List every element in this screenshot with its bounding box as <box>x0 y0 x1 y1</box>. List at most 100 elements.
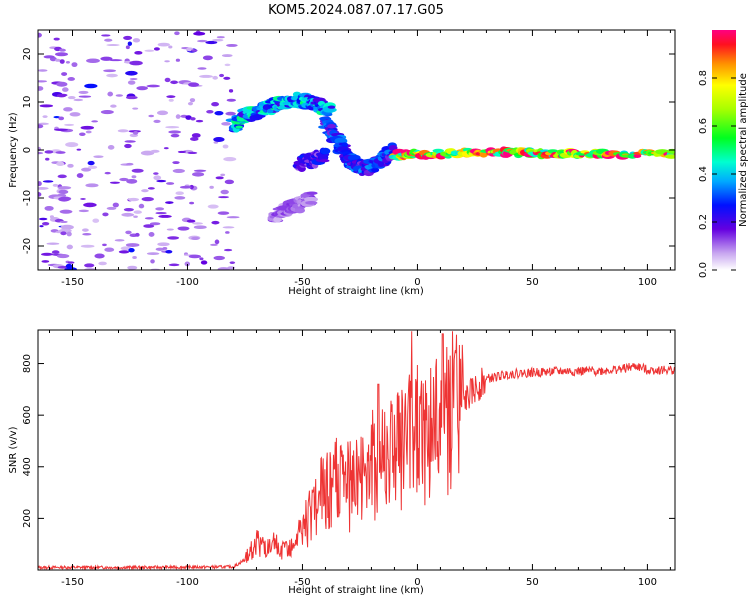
spectrogram-blob <box>213 255 226 261</box>
spectrogram-blob <box>177 226 190 231</box>
spectrogram-blob <box>170 80 178 85</box>
spectrogram-blob <box>193 169 207 172</box>
spectrogram-blob <box>191 133 201 138</box>
spectrogram-blob <box>79 132 86 136</box>
spectrogram-blob <box>197 39 208 43</box>
spectrogram-y-tick-label: 0 <box>22 147 33 153</box>
spectrogram-blob <box>80 197 86 200</box>
spectrogram-blob <box>165 126 180 129</box>
spectrogram-blob <box>56 81 68 87</box>
spectrogram-blob <box>306 191 318 195</box>
spectrogram-blob <box>155 207 165 211</box>
spectrogram-blob <box>138 203 145 209</box>
spectrogram-blob <box>106 44 120 47</box>
spectrogram-blob <box>235 125 243 129</box>
spectrogram-blob <box>200 260 208 265</box>
spectrogram-blob <box>53 116 61 119</box>
spectrogram-y-label: Frequency (Hz) <box>8 112 19 188</box>
spectrogram-blob <box>100 56 113 61</box>
spectrogram-blob <box>211 102 220 107</box>
spectrogram-blob <box>191 236 200 240</box>
spectrogram-blob <box>224 63 231 67</box>
spectrogram-x-axis: -150 -100 -50 0 50 100 <box>48 30 671 288</box>
spectrogram-blob <box>149 222 161 226</box>
spectrogram-blob <box>85 183 99 188</box>
spectrogram-blob <box>100 109 114 115</box>
spectrogram-blob <box>67 96 76 100</box>
spectrogram-blob <box>38 186 49 190</box>
spectrogram-blob <box>174 196 186 200</box>
spectrogram-blob <box>320 147 331 155</box>
spectrogram-blob <box>192 172 205 177</box>
spectrogram-blob <box>78 90 89 95</box>
spectrogram-blob <box>136 86 149 91</box>
spectrogram-blob <box>59 209 73 214</box>
spectrogram-blob <box>144 217 154 220</box>
colorbar-tick-label: 0.6 <box>698 118 709 134</box>
spectrogram-blob <box>63 107 73 112</box>
spectrogram-blob <box>170 133 180 138</box>
spectrogram-blob <box>132 131 139 135</box>
spectrogram-blob <box>163 147 169 150</box>
spectrogram-blob <box>172 161 180 164</box>
colorbar: 0.0 0.2 0.4 0.6 0.8 Normalized spectral ampl… <box>698 30 749 278</box>
spectrogram-blob <box>162 247 168 250</box>
spectrogram-blob <box>156 179 167 183</box>
spectrogram-blob <box>197 67 207 70</box>
spectrogram-blob <box>119 177 129 182</box>
spectrogram-blob <box>164 77 171 83</box>
spectrogram-blob <box>377 160 385 168</box>
spectrogram-blob <box>42 222 50 226</box>
spectrogram-blob <box>205 40 218 45</box>
spectrogram-blob <box>54 52 69 57</box>
spectrogram-blob <box>175 191 184 196</box>
spectrogram-blob <box>327 105 336 109</box>
spectrogram-blob <box>133 210 142 214</box>
spectrogram-blob <box>221 121 231 126</box>
spectrogram-blob <box>126 178 138 184</box>
spectrogram-blob <box>82 233 92 236</box>
spectrogram-blob <box>228 89 234 93</box>
spectrogram-blob <box>190 137 199 141</box>
spectrogram-blob <box>124 143 132 149</box>
spectrogram-blob <box>211 220 220 225</box>
spectrogram-blob <box>58 116 65 121</box>
spectrogram-blob <box>104 171 111 175</box>
colorbar-label: Normalized spectral amplitude <box>738 73 749 227</box>
spectrogram-blob <box>44 150 54 154</box>
spectrogram-blob <box>220 173 226 177</box>
spectrogram-blob <box>38 217 48 221</box>
snr-frame <box>37 329 676 571</box>
spectrogram-blob <box>124 140 136 143</box>
spectrogram-blob <box>64 123 75 126</box>
colorbar-tick-label: 0.0 <box>698 262 709 278</box>
spectrogram-blob <box>76 148 82 151</box>
spectrogram-blob <box>225 111 236 116</box>
spectrogram-blob <box>189 184 194 190</box>
spectrogram-blob <box>214 110 224 116</box>
spectrogram-blob <box>177 150 187 154</box>
spectrogram-blob <box>66 231 72 237</box>
spectrogram-blob <box>223 248 233 252</box>
spectrogram-blob <box>43 55 55 59</box>
spectrogram-blob <box>67 77 75 81</box>
spectrogram-blob <box>213 137 225 142</box>
spectrogram-x-tick-label: -50 <box>294 277 310 288</box>
spectrogram-blob <box>62 87 69 92</box>
spectrogram-blob <box>57 266 69 269</box>
spectrogram-blob <box>66 244 73 250</box>
spectrogram-x-tick-label: 100 <box>638 277 657 288</box>
spectrogram-blob <box>347 154 361 161</box>
spectrogram-blob <box>69 112 81 117</box>
spectrogram-blob <box>125 162 134 166</box>
spectrogram-blob <box>42 180 54 183</box>
spectrogram-blob <box>92 218 100 223</box>
spectrogram-blob <box>199 257 204 261</box>
spectrogram-blob <box>156 110 169 116</box>
spectrogram-blob <box>51 250 60 254</box>
spectrogram-blob <box>107 91 114 97</box>
spectrogram-blob <box>58 196 71 202</box>
spectrogram-blob <box>223 76 231 80</box>
spectrogram-x-tick-label: 0 <box>414 277 420 288</box>
spectrogram-blob <box>168 130 182 134</box>
